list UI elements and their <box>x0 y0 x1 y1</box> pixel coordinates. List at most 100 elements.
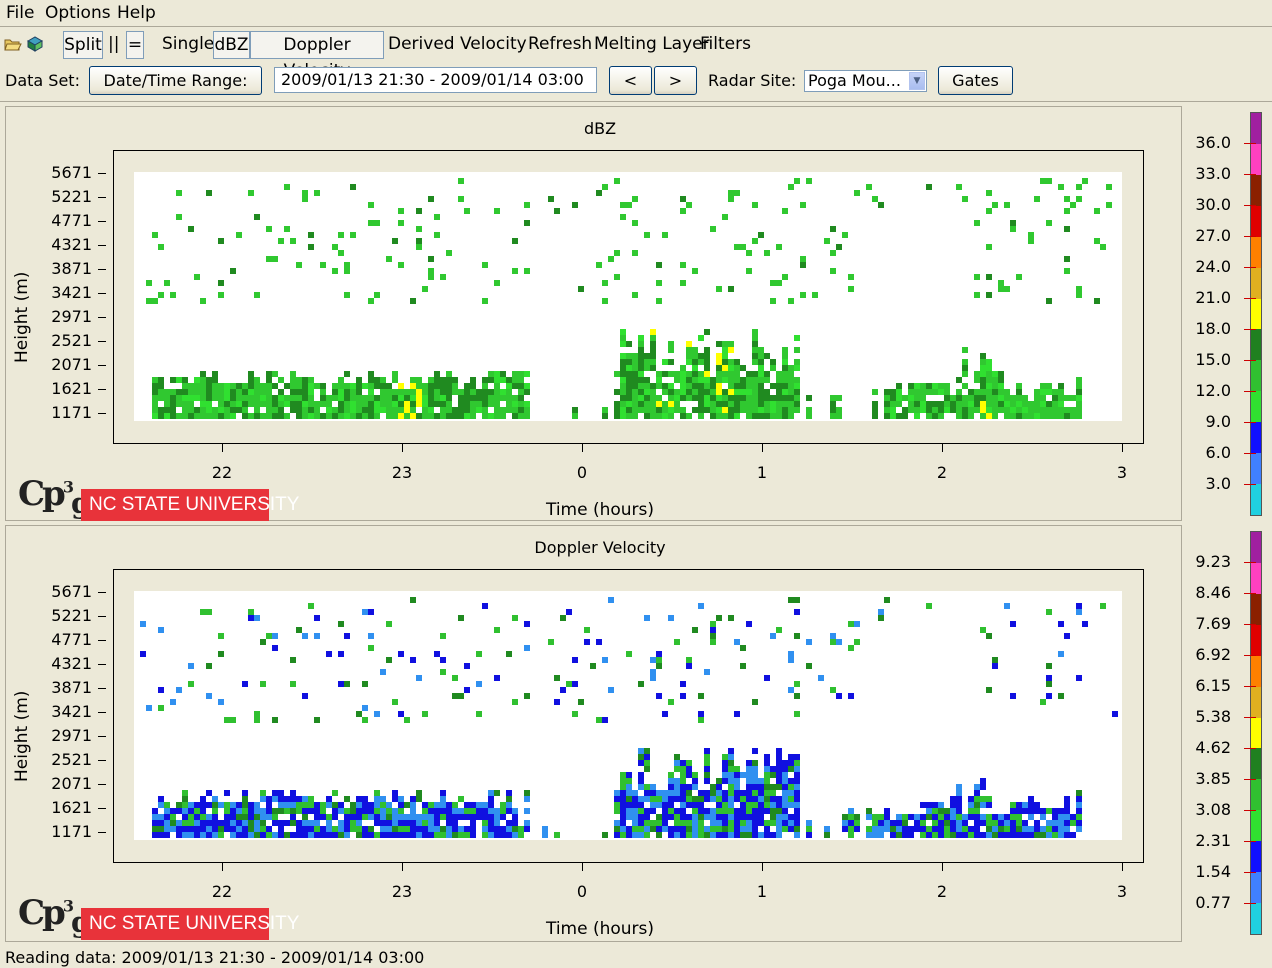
filters-button[interactable]: Filters <box>700 34 751 54</box>
echo-cell <box>896 395 902 401</box>
next-button[interactable]: > <box>654 66 697 95</box>
echo-cell <box>1058 184 1064 190</box>
echo-cell <box>212 796 218 802</box>
menu-help[interactable]: Help <box>117 3 156 23</box>
echo-cell <box>752 371 758 377</box>
echo-cell <box>620 778 626 784</box>
echo-cell <box>302 693 308 699</box>
echo-cell <box>716 286 722 292</box>
echo-cell <box>710 407 716 413</box>
echo-cell <box>644 383 650 389</box>
single-button[interactable]: Single <box>162 34 215 54</box>
echo-cell <box>512 808 518 814</box>
echo-cell <box>740 407 746 413</box>
echo-cell <box>746 790 752 796</box>
echo-cell <box>770 298 776 304</box>
echo-cell <box>974 826 980 832</box>
echo-cell <box>692 832 698 838</box>
echo-cell <box>830 639 836 645</box>
echo-cell <box>734 796 740 802</box>
dbz-plot-title: dBZ <box>583 119 617 138</box>
echo-cell <box>320 802 326 808</box>
echo-cell <box>602 413 608 419</box>
echo-cell <box>728 365 734 371</box>
echo-cell <box>788 395 794 401</box>
echo-cell <box>452 820 458 826</box>
echo-cell <box>266 808 272 814</box>
echo-cell <box>764 371 770 377</box>
echo-cell <box>392 826 398 832</box>
legend-swatch <box>1251 655 1261 687</box>
echo-cell <box>452 808 458 814</box>
echo-cell <box>248 609 254 615</box>
echo-cell <box>650 784 656 790</box>
echo-cell <box>692 353 698 359</box>
echo-cell <box>1064 802 1070 808</box>
echo-cell <box>614 389 620 395</box>
echo-cell <box>944 389 950 395</box>
echo-cell <box>1076 292 1082 298</box>
echo-cell <box>302 401 308 407</box>
derived-velocity-button[interactable]: Derived Velocity <box>388 34 527 54</box>
echo-cell <box>446 383 452 389</box>
echo-cell <box>968 808 974 814</box>
echo-cell <box>686 341 692 347</box>
parallel-button[interactable]: || <box>108 34 120 54</box>
radar-site-value: Poga Mou... <box>808 71 901 90</box>
echo-cell <box>650 335 656 341</box>
chevron-down-icon[interactable]: ▼ <box>909 72 925 90</box>
equal-button[interactable]: = <box>126 31 144 59</box>
refresh-button[interactable]: Refresh <box>528 34 593 54</box>
echo-cell <box>626 814 632 820</box>
echo-cell <box>896 389 902 395</box>
split-button[interactable]: Split <box>63 31 103 59</box>
echo-cell <box>428 832 434 838</box>
echo-cell <box>290 371 296 377</box>
echo-cell <box>686 760 692 766</box>
echo-cell <box>956 796 962 802</box>
previous-button[interactable]: < <box>609 66 652 95</box>
echo-cell <box>650 826 656 832</box>
echo-cell <box>686 395 692 401</box>
echo-cell <box>218 401 224 407</box>
melting-layer-button[interactable]: Melting Layer <box>594 34 710 54</box>
open-folder-icon[interactable] <box>4 35 22 53</box>
echo-cell <box>326 407 332 413</box>
date-time-range-field[interactable]: 2009/01/13 21:30 - 2009/01/14 03:00 <box>274 67 597 93</box>
menu-file[interactable]: File <box>6 3 35 23</box>
echo-cell <box>1064 826 1070 832</box>
date-time-range-button[interactable]: Date/Time Range: <box>89 66 262 95</box>
legend-tick <box>1244 484 1256 485</box>
echo-cell <box>236 820 242 826</box>
echo-cell <box>1076 413 1082 419</box>
echo-cell <box>836 639 842 645</box>
echo-cell <box>308 383 314 389</box>
x-tick-label: 1 <box>756 463 768 482</box>
echo-cell <box>1028 232 1034 238</box>
x-tick-label: 22 <box>211 882 233 901</box>
doppler-velocity-button[interactable]: Doppler Velocity <box>250 31 384 81</box>
echo-cell <box>242 808 248 814</box>
gates-button[interactable]: Gates <box>938 66 1013 95</box>
menu-options[interactable]: Options <box>45 3 111 23</box>
echo-cell <box>638 401 644 407</box>
echo-cell <box>1058 693 1064 699</box>
echo-cell <box>494 407 500 413</box>
echo-cell <box>254 814 260 820</box>
radar-site-select[interactable]: Poga Mou... ▼ <box>804 70 927 92</box>
y-tick-mark <box>98 389 106 390</box>
echo-cell <box>1058 395 1064 401</box>
echo-cell <box>662 796 668 802</box>
echo-cell <box>374 814 380 820</box>
echo-cell <box>698 389 704 395</box>
echo-cell <box>176 401 182 407</box>
dbz-button[interactable]: dBZ <box>213 31 250 59</box>
echo-cell <box>260 814 266 820</box>
echo-cell <box>650 353 656 359</box>
echo-cell <box>1004 401 1010 407</box>
echo-cell <box>302 413 308 419</box>
echo-cell <box>752 335 758 341</box>
echo-cell <box>950 832 956 838</box>
echo-cell <box>158 832 164 838</box>
book-icon[interactable] <box>26 35 44 53</box>
